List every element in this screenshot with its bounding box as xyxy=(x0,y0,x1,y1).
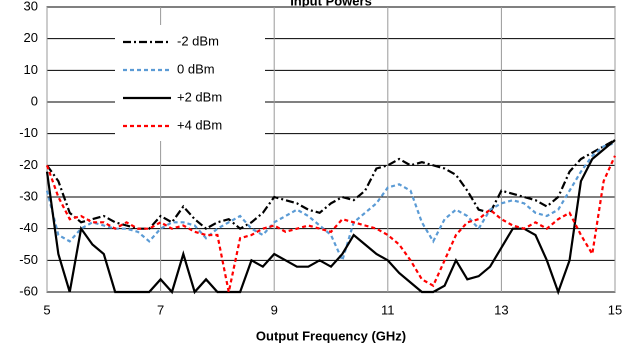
y-tick-label: -20 xyxy=(19,157,38,172)
legend-label: +2 dBm xyxy=(177,89,222,104)
series-line xyxy=(45,142,616,264)
legend-label: -2 dBm xyxy=(177,33,219,48)
y-tick-label: 30 xyxy=(24,0,38,13)
x-tick-label: 15 xyxy=(608,302,622,317)
chart-title: Input Powers xyxy=(290,0,372,8)
x-tick-label: 13 xyxy=(494,302,508,317)
x-axis-title: Output Frequency (GHz) xyxy=(256,328,406,343)
series-line xyxy=(46,139,616,230)
y-tick-label: -30 xyxy=(19,188,38,203)
y-tick-label: 10 xyxy=(24,62,38,77)
legend-label: +4 dBm xyxy=(177,117,222,132)
x-tick-label: 7 xyxy=(157,302,164,317)
y-tick-label: 20 xyxy=(24,30,38,45)
x-tick-label: 11 xyxy=(381,302,395,317)
legend-box xyxy=(115,25,265,141)
y-tick-label: -60 xyxy=(19,283,38,298)
y-tick-label: -10 xyxy=(19,125,38,140)
x-tick-label: 5 xyxy=(43,302,50,317)
series-line xyxy=(45,139,616,296)
y-tick-label: -50 xyxy=(19,252,38,267)
legend-label: 0 dBm xyxy=(177,61,215,76)
y-tick-label: 0 xyxy=(31,93,38,108)
y-tick-label: -40 xyxy=(19,220,38,235)
series-line xyxy=(45,155,617,293)
x-tick-label: 9 xyxy=(271,302,278,317)
